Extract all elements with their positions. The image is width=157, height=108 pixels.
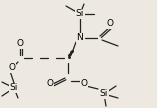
Text: Si: Si [76,10,84,18]
Text: O: O [46,79,54,88]
Text: Si: Si [10,83,18,92]
Text: O: O [8,64,16,72]
Text: O: O [16,40,24,48]
Text: Si: Si [100,90,108,98]
Text: O: O [81,79,87,88]
Text: O: O [106,20,114,29]
Text: N: N [77,33,83,43]
